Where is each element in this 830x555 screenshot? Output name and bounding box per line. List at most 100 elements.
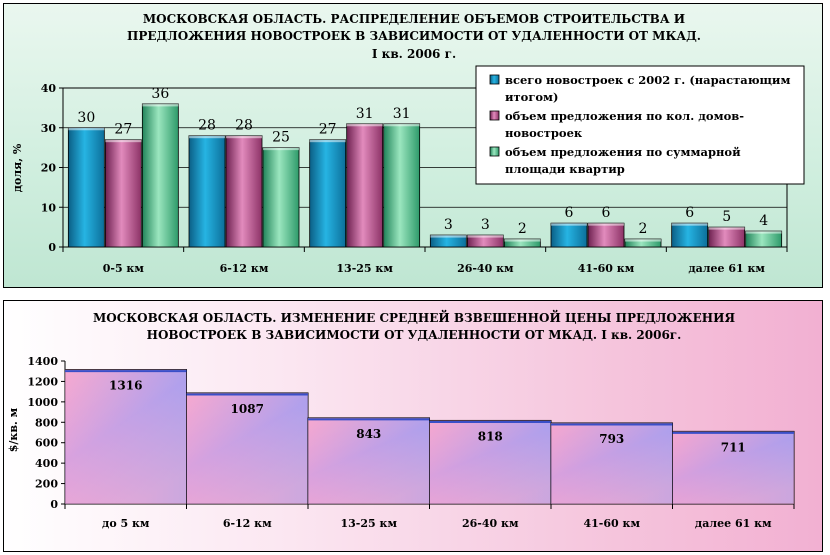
- x-tick-label: 41-60 км: [578, 262, 635, 275]
- bar-highlight: [504, 239, 541, 242]
- bar: [671, 222, 709, 248]
- x-tick-label: 26-40 км: [457, 262, 514, 275]
- legend-swatch: [489, 146, 500, 157]
- legend-entry: площади квартир: [505, 162, 625, 176]
- bar-highlight: [68, 127, 105, 131]
- bar-highlight: [625, 239, 661, 242]
- legend-box: [475, 65, 805, 185]
- x-tick-label: далее 61 км: [688, 262, 765, 275]
- bar: [188, 135, 226, 248]
- price-chart-title-line-1: МОСКОВСКАЯ ОБЛАСТЬ. ИЗМЕНЕНИЕ СРЕДНЕЙ ВЗ…: [93, 309, 736, 325]
- bar-shade: [429, 420, 551, 504]
- y-tick-label: 1000: [27, 396, 58, 409]
- bar-highlight: [430, 235, 467, 238]
- bar: [67, 127, 105, 248]
- data-label: 1316: [109, 379, 142, 393]
- bar: [708, 226, 746, 248]
- y-tick-label: 0: [48, 241, 56, 254]
- bar-highlight: [671, 223, 708, 226]
- legend-entry: всего новостроек с 2002 г. (нарастающим: [505, 73, 790, 87]
- bar: [383, 123, 421, 248]
- bar: [225, 135, 263, 248]
- bar-highlight: [708, 227, 745, 230]
- x-tick-label: 26-40 км: [462, 517, 519, 530]
- x-tick-label: далее 61 км: [695, 517, 772, 530]
- price-plot-area: 0 200 400 600 800 1000 1200 1400 1316 до 5 км 1087…: [27, 355, 795, 530]
- bar-highlight: [263, 147, 299, 151]
- data-label: 27: [319, 122, 337, 138]
- bar-shade: [308, 417, 430, 504]
- price-y-axis-label: $/кв. м: [7, 407, 20, 452]
- data-label: 6: [602, 205, 611, 221]
- bar-highlight: [551, 223, 587, 226]
- bar-highlight: [467, 235, 504, 238]
- bar-shade: [186, 392, 308, 504]
- x-tick-label: 41-60 км: [583, 517, 640, 530]
- bar: [141, 103, 179, 248]
- bar-shade: [65, 369, 187, 504]
- price-chart: МОСКОВСКАЯ ОБЛАСТЬ. ИЗМЕНЕНИЕ СРЕДНЕЙ ВЗ…: [7, 309, 795, 530]
- bar: [104, 139, 142, 248]
- bar: [262, 147, 300, 248]
- data-label: 31: [356, 106, 374, 122]
- y-tick-label: 30: [41, 122, 57, 135]
- x-tick-label: 13-25 км: [336, 262, 393, 275]
- data-label: 2: [639, 221, 648, 237]
- bar-highlight: [309, 139, 346, 143]
- data-label: 818: [478, 429, 503, 443]
- price-chart-title-line-2: НОВОСТРОЕК В ЗАВИСИМОСТИ ОТ УДАЛЕННОСТИ …: [147, 328, 682, 342]
- chart-panel-distribution: МОСКОВСКАЯ ОБЛАСТЬ. РАСПРЕДЕЛЕНИЕ ОБЪЕМО…: [3, 3, 823, 288]
- data-label: 843: [356, 427, 381, 441]
- data-label: 6: [565, 205, 574, 221]
- bar: [550, 222, 588, 248]
- data-label: 27: [114, 122, 132, 138]
- bar: [587, 222, 625, 248]
- bar-highlight: [588, 223, 624, 226]
- data-label: 31: [393, 106, 411, 122]
- chart-title-line-1: МОСКОВСКАЯ ОБЛАСТЬ. РАСПРЕДЕЛЕНИЕ ОБЪЕМО…: [143, 12, 685, 26]
- bar-shade: [551, 423, 673, 504]
- legend-swatch: [489, 110, 500, 121]
- x-tick-label: 13-25 км: [340, 517, 397, 530]
- bar-highlight: [105, 139, 142, 143]
- bar: [309, 139, 347, 248]
- legend-entry: объем предложения по кол. домов-: [505, 109, 744, 123]
- bar: [346, 123, 384, 248]
- bar-highlight: [142, 103, 179, 107]
- data-label: 28: [235, 118, 253, 134]
- y-tick-label: 1200: [27, 375, 58, 388]
- y-tick-label: 400: [35, 457, 58, 470]
- data-label: 4: [759, 213, 768, 229]
- y-tick-label: 0: [50, 498, 58, 511]
- chart-subtitle: I кв. 2006 г.: [372, 47, 456, 61]
- y-tick-label: 10: [41, 201, 57, 214]
- bar-highlight: [383, 123, 420, 127]
- data-label: 25: [272, 130, 290, 146]
- y-axis-label: доля, %: [11, 143, 24, 192]
- legend-swatch: [489, 74, 500, 85]
- x-tick-label: 6-12 км: [223, 517, 272, 530]
- bar-shade: [672, 431, 794, 504]
- bar-highlight: [226, 135, 262, 139]
- y-tick-label: 600: [35, 437, 58, 450]
- data-label: 3: [444, 217, 453, 233]
- data-label: 711: [721, 440, 746, 454]
- y-tick-label: 800: [35, 416, 58, 429]
- data-label: 3: [481, 217, 490, 233]
- x-tick-label: 0-5 км: [103, 262, 145, 275]
- legend: всего новостроек с 2002 г. (нарастающим и…: [475, 65, 805, 185]
- y-tick-label: 200: [35, 478, 58, 491]
- data-label: 30: [77, 110, 95, 126]
- distribution-chart: МОСКОВСКАЯ ОБЛАСТЬ. РАСПРЕДЕЛЕНИЕ ОБЪЕМО…: [11, 12, 805, 275]
- data-label: 1087: [231, 402, 264, 416]
- data-label: 5: [722, 209, 731, 225]
- bar-highlight: [346, 123, 383, 127]
- x-tick-label: до 5 км: [102, 517, 150, 530]
- bar-highlight: [745, 231, 782, 234]
- data-label: 28: [198, 118, 216, 134]
- y-tick-label: 20: [41, 162, 57, 175]
- legend-entry: объем предложения по суммарной: [505, 145, 741, 159]
- legend-entry: итогом): [505, 90, 558, 104]
- y-tick-label: 1400: [27, 355, 58, 368]
